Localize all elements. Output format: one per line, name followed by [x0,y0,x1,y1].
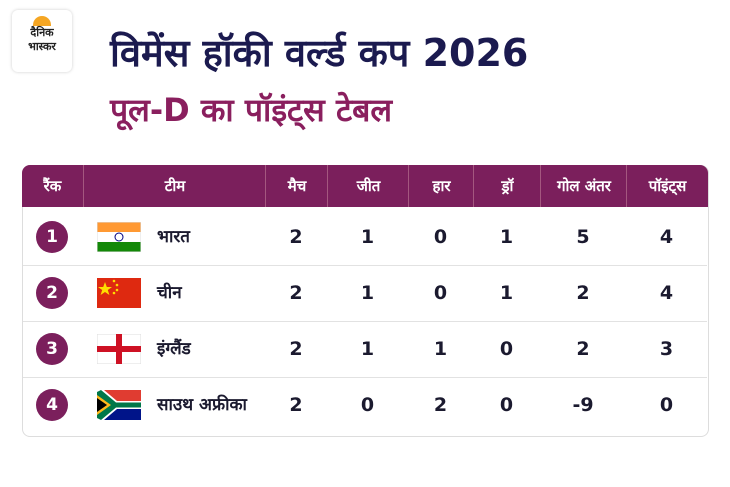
subtitle: पूल-D का पॉइंट्स टेबल [110,91,393,129]
stat-cell: 2 [433,394,448,416]
header-cell: मैच [265,165,328,207]
stat-cell: 2 [289,394,303,416]
header-cell: टीम [83,165,266,207]
title: विमेंस हॉकी वर्ल्ड कप 2026 [110,31,529,75]
rank-badge: 4 [36,389,68,421]
flag-india [97,222,141,252]
flag-china [97,278,141,308]
stat-cell: 1 [360,338,375,360]
stat-cell: -9 [572,394,594,416]
rank-badge: 3 [36,333,68,365]
stat-cell: 2 [289,338,303,360]
stat-cell: 0 [360,394,375,416]
row-divider [23,265,707,266]
logo-text: भास्कर [28,40,56,53]
stat-cell: 2 [576,282,590,304]
header-cell: पॉइंट्स [626,165,708,207]
stat-cell: 1 [360,282,375,304]
header-cell: जीत [327,165,409,207]
team-name: चीन [157,283,182,303]
logo: दैनिक भास्कर [12,10,72,72]
stat-cell: 1 [499,282,514,304]
stat-cell: 0 [499,338,514,360]
row-divider [23,321,707,322]
stat-cell: 0 [433,226,448,248]
stat-cell: 0 [433,282,448,304]
logo-text: दैनिक [30,26,54,39]
stat-cell: 4 [659,226,674,248]
rank-badge: 2 [36,277,68,309]
team-name: साउथ अफ्रीका [157,395,247,415]
team-name: इंग्लैंड [157,339,191,359]
header-cell: गोल अंतर [540,165,627,207]
rank-badge: 1 [36,221,68,253]
table-header [22,165,708,207]
stat-cell: 2 [289,226,303,248]
header-cell: रैंक [43,177,62,195]
stat-cell: 1 [499,226,514,248]
flag-england [97,334,141,364]
stat-cell: 1 [433,338,448,360]
stat-cell: 3 [659,338,674,360]
stat-cell: 5 [576,226,590,248]
flag-south-africa [97,390,141,420]
team-name: भारत [157,227,190,247]
stat-cell: 1 [360,226,375,248]
stat-cell: 2 [576,338,590,360]
header-cell: हार [408,165,474,207]
row-divider [23,377,707,378]
stat-cell: 2 [289,282,303,304]
header-cell: ड्रॉ [473,165,541,207]
stat-cell: 0 [499,394,514,416]
stat-cell: 0 [659,394,674,416]
stat-cell: 4 [659,282,674,304]
